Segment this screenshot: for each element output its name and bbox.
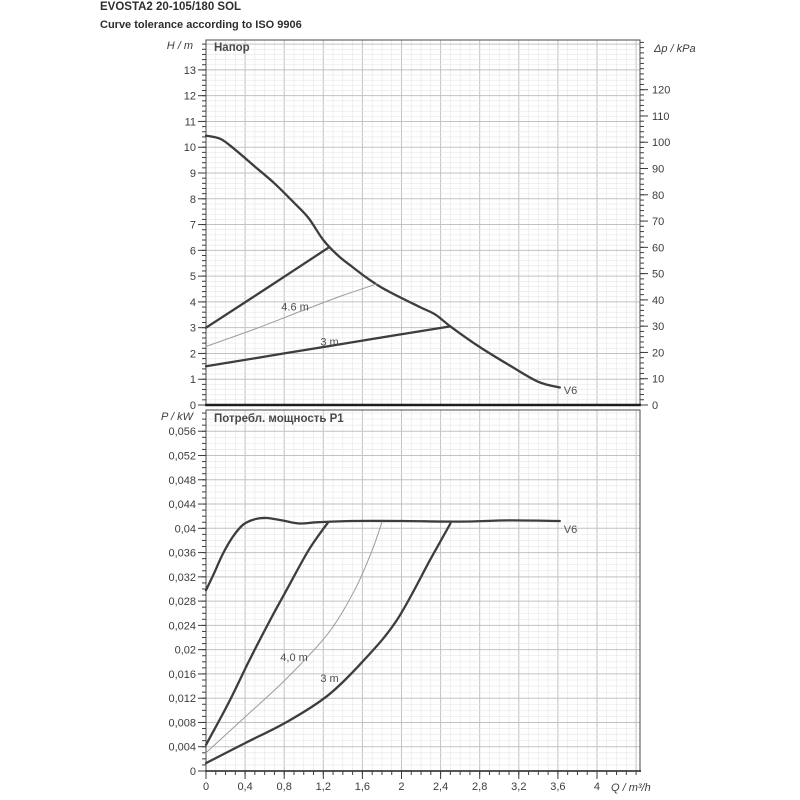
curve-v6-max (204, 134, 561, 389)
y-axis-ticks (198, 43, 206, 406)
x-tick-label: 2,4 (433, 781, 448, 793)
curve-setting-4-6m (205, 283, 378, 347)
curve-setting-4-6m-label: 4.6 m (281, 302, 309, 314)
y2-tick-label: 30 (652, 321, 664, 333)
series-group (204, 516, 561, 765)
grid (206, 40, 640, 405)
y-tick-label: 6 (190, 245, 196, 257)
y-tick-label: 1 (190, 374, 196, 386)
y-tick-label: 13 (184, 65, 196, 77)
head-chart: 0123456789101112130102030405060708090100… (167, 39, 696, 412)
curve-v6-power (204, 516, 561, 592)
x-axis-ticks (205, 771, 637, 779)
y-tick-label: 0,008 (168, 717, 196, 729)
y-tick-label: 9 (190, 168, 196, 180)
x-axis-title: Q / m³/h (611, 782, 651, 794)
y-tick-label: 0,044 (168, 499, 196, 511)
y-tick-label: 0,052 (168, 451, 196, 463)
y2-tick-label: 70 (652, 216, 664, 228)
y-axis-title: H / m (167, 40, 193, 52)
y-tick-label: 0,02 (175, 645, 196, 657)
y-tick-label: 2 (190, 348, 196, 360)
x-tick-label: 4 (594, 781, 600, 793)
curve-v6-power-label: V6 (564, 524, 577, 536)
y2-tick-label: 60 (652, 242, 664, 254)
y-tick-label: 10 (184, 142, 196, 154)
y-tick-label: 0,056 (168, 426, 196, 438)
x-tick-label: 2 (398, 781, 404, 793)
y2-tick-label: 110 (652, 111, 670, 123)
x-tick-label: 3,6 (550, 781, 565, 793)
curve-power-4-6m-label: 4,0 m (280, 652, 308, 664)
y-tick-label: 0,028 (168, 596, 196, 608)
y2-tick-label: 10 (652, 374, 664, 386)
y-tick-label: 0,024 (168, 620, 196, 632)
y-tick-label: 5 (190, 271, 196, 283)
y-tick-label: 0,004 (168, 742, 196, 754)
x-tick-label: 0 (203, 781, 209, 793)
plot-frame (205, 409, 641, 772)
y-tick-label: 0,032 (168, 572, 196, 584)
x-tick-label: 2,8 (472, 781, 487, 793)
x-tick-label: 1,2 (316, 781, 331, 793)
curve-power-3m-label: 3 m (320, 673, 338, 685)
y2-axis-title: Δp / kPa (653, 43, 696, 55)
y2-tick-label: 120 (652, 85, 670, 97)
y2-axis-ticks (640, 41, 648, 406)
y-tick-label: 0 (190, 400, 196, 412)
x-tick-label: 0,4 (237, 781, 252, 793)
x-tick-label: 1,6 (355, 781, 370, 793)
y-tick-label: 0,012 (168, 693, 196, 705)
curve-power-6m (204, 521, 330, 747)
y2-tick-label: 0 (652, 400, 658, 412)
y-tick-label: 0,04 (175, 523, 196, 535)
plot-title: Потребл. мощность P1 (214, 413, 344, 425)
page-title: EVOSTA2 20-105/180 SOL (100, 1, 242, 13)
y-tick-label: 7 (190, 220, 196, 232)
curve-v6-max-label: V6 (564, 385, 577, 397)
y2-tick-label: 50 (652, 269, 664, 281)
page-subtitle: Curve tolerance according to ISO 9906 (100, 19, 302, 31)
y-tick-label: 0,036 (168, 548, 196, 560)
x-tick-label: 3,2 (511, 781, 526, 793)
y-tick-label: 4 (190, 297, 196, 309)
y-tick-label: 3 (190, 323, 196, 335)
y-axis-ticks (198, 412, 206, 772)
x-tick-label: 0,8 (277, 781, 292, 793)
y2-tick-label: 100 (652, 137, 670, 149)
y-tick-label: 0,016 (168, 669, 196, 681)
y2-tick-label: 20 (652, 347, 664, 359)
y2-tick-label: 40 (652, 295, 664, 307)
y-tick-label: 11 (185, 116, 196, 128)
curve-setting-6m (204, 246, 330, 329)
curve-power-4-6m (205, 521, 383, 754)
grid (206, 410, 640, 771)
curve-setting-3m-label: 3 m (320, 337, 338, 349)
y-tick-label: 0 (190, 766, 196, 778)
series-group (204, 134, 561, 389)
y-tick-label: 12 (184, 91, 196, 103)
plot-title: Напор (214, 42, 250, 54)
y2-tick-label: 90 (652, 164, 664, 176)
plot-frame (205, 39, 641, 406)
curve-setting-3m (204, 325, 452, 368)
y2-tick-label: 80 (652, 190, 664, 202)
y-tick-label: 0,048 (168, 475, 196, 487)
power-chart: 0 0,004 0,008 0,012 0,016 0,02 0,024 0,028 0,032… (161, 409, 651, 794)
y-axis-title: P / kW (161, 411, 195, 423)
y-tick-label: 8 (190, 194, 196, 206)
curve-power-3m (204, 522, 452, 765)
